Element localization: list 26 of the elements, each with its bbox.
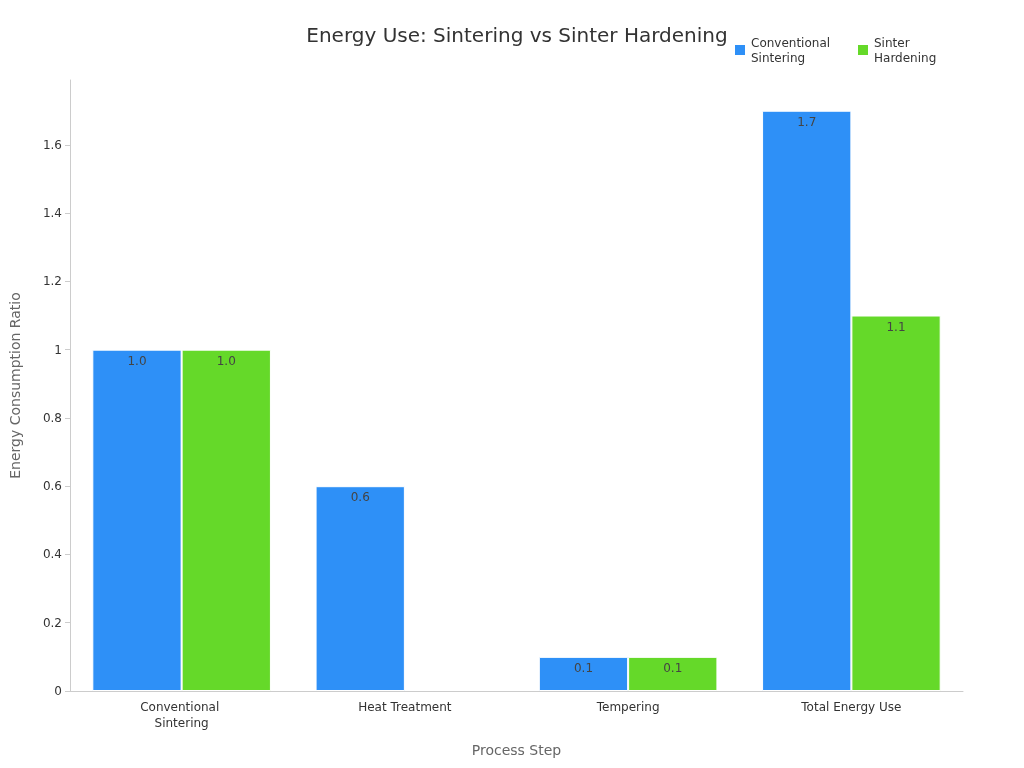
y-tick-label: 1.6: [42, 137, 62, 152]
bar: [315, 486, 405, 691]
data-label: 1.0: [127, 353, 147, 368]
y-tick-label: 1.2: [42, 274, 62, 289]
x-tick-label: Conventional Sintering: [140, 700, 224, 730]
data-label: 1.7: [797, 114, 817, 129]
x-tick-label: Tempering: [595, 700, 660, 714]
y-tick-label: 0.2: [42, 615, 62, 630]
y-tick-label: 0.6: [42, 479, 62, 494]
y-tick-label: 1: [54, 342, 62, 357]
legend-label: Conventional Sintering: [751, 35, 834, 65]
data-label: 0.1: [573, 660, 594, 675]
chart-title: Energy Use: Sintering vs Sinter Hardening: [306, 23, 728, 47]
data-label: 1.1: [886, 319, 906, 334]
data-label: 0.6: [350, 490, 370, 505]
data-label: 1.0: [216, 353, 236, 368]
y-axis-title: Energy Consumption Ratio: [7, 292, 23, 479]
x-tick-label: Heat Treatment: [358, 700, 452, 714]
legend-label: Sinter Hardening: [874, 35, 937, 65]
x-axis-title: Process Step: [471, 742, 562, 758]
y-tick-label: 1.4: [42, 206, 62, 221]
y-tick-label: 0: [54, 684, 62, 698]
y-tick-label: 0.4: [42, 547, 62, 562]
data-label: 0.1: [663, 660, 683, 675]
x-tick-label: Total Energy Use: [800, 700, 902, 714]
y-tick-label: 0.8: [42, 410, 62, 425]
